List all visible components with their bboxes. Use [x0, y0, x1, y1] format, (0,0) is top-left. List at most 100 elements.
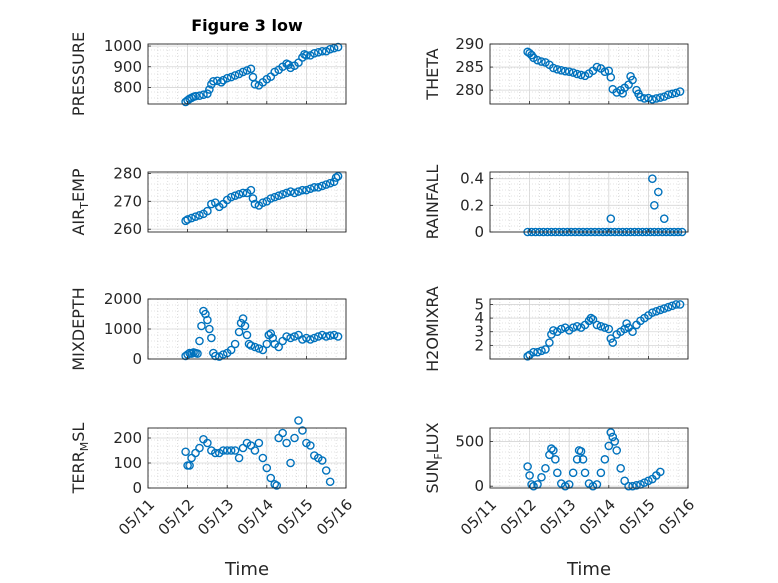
data-point [600, 323, 610, 332]
data-point [325, 178, 335, 188]
y-axis-label-main: PRESSURE [69, 32, 88, 116]
data-point [533, 55, 542, 65]
data-point [286, 458, 295, 468]
y-tick-label: 1000 [104, 37, 142, 55]
data-point [246, 64, 256, 74]
data-point [238, 67, 248, 77]
data-point [222, 446, 232, 455]
y-axis-label: SUNFLUX [423, 422, 445, 493]
y-tick-label: 100 [113, 454, 142, 472]
data-point [246, 341, 256, 350]
data-point [230, 339, 240, 349]
data-point [242, 66, 252, 75]
data-point [266, 473, 276, 483]
data-point [254, 438, 264, 448]
axes-box [489, 171, 689, 233]
y-axis-label-subscript: F [432, 453, 445, 459]
data-point [286, 333, 295, 343]
data-point [282, 188, 291, 198]
data-point [596, 468, 606, 478]
data-point [654, 187, 663, 197]
data-point [274, 191, 283, 201]
data-point [218, 446, 228, 455]
y-axis-label: MIXDEPTH [69, 287, 88, 370]
data-point [576, 446, 586, 456]
data-point [226, 446, 236, 455]
data-point [306, 441, 315, 450]
axes-box [489, 427, 689, 489]
y-axis-label: RAINFALL [423, 165, 442, 240]
data-point [310, 49, 319, 58]
subplot-3: 260 270 280 AIRTEMP [69, 164, 347, 238]
data-point [553, 65, 562, 74]
x-axis-label: Time [566, 559, 611, 580]
data-point [568, 323, 578, 332]
data-point [604, 324, 614, 334]
y-tick-label: 0 [132, 479, 142, 497]
data-point [325, 477, 335, 487]
y-tick-label: 4 [474, 309, 484, 327]
data-point [230, 191, 240, 201]
data-point [258, 198, 268, 207]
data-point [648, 174, 657, 183]
data-point [644, 476, 653, 486]
data-point [533, 347, 542, 357]
x-tick-label: 05/12 [497, 496, 540, 539]
data-point [183, 215, 192, 224]
data-point [294, 187, 303, 196]
data-point [286, 187, 295, 196]
y-tick-label: 260 [113, 220, 142, 238]
y-axis-label: PRESSURE [69, 32, 88, 116]
data-point [282, 332, 291, 341]
x-tick-label: 05/16 [655, 496, 698, 539]
data-point [325, 44, 335, 54]
data-point [636, 92, 645, 102]
data-point [278, 428, 287, 438]
data-point [655, 305, 665, 315]
data-point [250, 342, 260, 352]
data-point [181, 447, 190, 457]
data-point [564, 67, 574, 76]
y-axis-label-main: THETA [423, 48, 442, 100]
data-point [608, 432, 618, 442]
data-point [671, 88, 681, 98]
data-point [262, 339, 272, 349]
data-point [333, 42, 343, 52]
data-point [592, 320, 602, 330]
data-point [240, 321, 250, 331]
data-point [648, 308, 657, 317]
axes-box [489, 43, 689, 105]
data-point [632, 481, 641, 490]
y-axis-label: AIRTEMP [69, 168, 91, 235]
data-point [203, 438, 212, 448]
data-point [290, 433, 299, 443]
data-point [317, 330, 327, 340]
data-point [321, 180, 331, 189]
data-point [212, 76, 222, 86]
data-point [628, 327, 637, 337]
data-point [258, 345, 268, 355]
data-point [191, 212, 200, 221]
data-point [195, 443, 204, 453]
data-point [203, 89, 212, 98]
data-point [547, 444, 556, 453]
data-point [556, 66, 566, 75]
data-point [663, 302, 673, 312]
data-point [226, 345, 236, 355]
y-axis-label: THETA [423, 48, 442, 100]
data-point [640, 478, 649, 487]
subplot-4: 0 0.2 0.4 RAINFALL [423, 165, 689, 241]
data-point [628, 75, 637, 85]
data-point [650, 201, 659, 210]
y-tick-label: 2000 [104, 290, 142, 308]
axes-box [147, 427, 347, 489]
y-tick-label: 3 [474, 323, 484, 341]
data-point [246, 185, 256, 195]
data-point [523, 351, 532, 361]
subplot-5: 0 1000 2000 MIXDEPTH [69, 287, 347, 371]
data-point [199, 90, 208, 99]
data-point [234, 327, 244, 337]
axes-box [489, 298, 689, 360]
y-axis-label-main: AIR [69, 209, 88, 236]
